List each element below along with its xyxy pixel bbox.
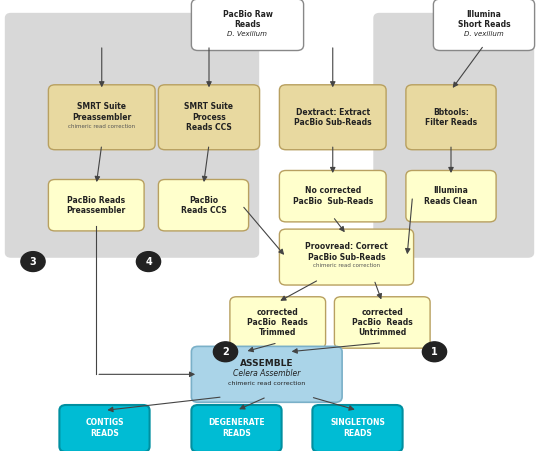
- Text: D. vexillum: D. vexillum: [464, 31, 504, 37]
- Text: Bbtools:
Filter Reads: Bbtools: Filter Reads: [425, 107, 477, 127]
- FancyBboxPatch shape: [230, 297, 326, 348]
- Text: CONTIGS
READS: CONTIGS READS: [85, 419, 124, 438]
- Text: chimeric read correction: chimeric read correction: [313, 263, 380, 268]
- FancyBboxPatch shape: [433, 0, 535, 51]
- Text: 2: 2: [222, 347, 229, 357]
- Text: Illumina
Reads Clean: Illumina Reads Clean: [425, 186, 477, 206]
- FancyBboxPatch shape: [334, 297, 430, 348]
- FancyBboxPatch shape: [191, 346, 342, 402]
- Text: No corrected
PacBio  Sub-Reads: No corrected PacBio Sub-Reads: [293, 186, 373, 206]
- FancyBboxPatch shape: [279, 85, 386, 150]
- Text: corrected
PacBio  Reads
Trimmed: corrected PacBio Reads Trimmed: [248, 308, 308, 337]
- FancyBboxPatch shape: [6, 14, 258, 257]
- FancyBboxPatch shape: [48, 179, 144, 231]
- Text: chimeric read correction: chimeric read correction: [68, 124, 135, 129]
- Circle shape: [21, 252, 45, 272]
- Circle shape: [422, 342, 447, 362]
- Text: 1: 1: [431, 347, 438, 357]
- Text: Proovread: Correct
PacBio Sub-Reads: Proovread: Correct PacBio Sub-Reads: [305, 242, 388, 262]
- Text: 4: 4: [145, 257, 152, 267]
- FancyBboxPatch shape: [279, 229, 414, 285]
- Text: PacBio Reads
Preassembler: PacBio Reads Preassembler: [67, 195, 126, 215]
- FancyBboxPatch shape: [406, 170, 496, 222]
- FancyBboxPatch shape: [191, 405, 282, 451]
- FancyBboxPatch shape: [48, 85, 155, 150]
- Circle shape: [213, 342, 238, 362]
- FancyBboxPatch shape: [312, 405, 403, 451]
- FancyBboxPatch shape: [374, 14, 534, 257]
- Text: DEGENERATE
READS: DEGENERATE READS: [208, 419, 265, 438]
- Text: Illumina
Short Reads: Illumina Short Reads: [458, 10, 510, 29]
- Text: SMRT Suite
Preassembler: SMRT Suite Preassembler: [72, 102, 131, 122]
- Text: Celera Assembler: Celera Assembler: [233, 369, 300, 378]
- Text: ASSEMBLE: ASSEMBLE: [240, 359, 294, 368]
- Text: corrected
PacBio  Reads
Untrimmed: corrected PacBio Reads Untrimmed: [352, 308, 412, 337]
- Text: Dextract: Extract
PacBio Sub-Reads: Dextract: Extract PacBio Sub-Reads: [294, 107, 372, 127]
- Text: PacBio Raw
Reads: PacBio Raw Reads: [223, 10, 272, 29]
- Text: SINGLETONS
READS: SINGLETONS READS: [330, 419, 385, 438]
- Text: chimeric read correction: chimeric read correction: [228, 381, 305, 386]
- FancyBboxPatch shape: [59, 405, 150, 451]
- FancyBboxPatch shape: [406, 85, 496, 150]
- Text: SMRT Suite
Process
Reads CCS: SMRT Suite Process Reads CCS: [184, 102, 234, 132]
- Text: D. Vexillum: D. Vexillum: [228, 31, 267, 37]
- Text: PacBio
Reads CCS: PacBio Reads CCS: [180, 195, 227, 215]
- FancyBboxPatch shape: [191, 0, 304, 51]
- FancyBboxPatch shape: [158, 179, 249, 231]
- FancyBboxPatch shape: [158, 85, 260, 150]
- FancyBboxPatch shape: [279, 170, 386, 222]
- Circle shape: [136, 252, 161, 272]
- Text: 3: 3: [30, 257, 36, 267]
